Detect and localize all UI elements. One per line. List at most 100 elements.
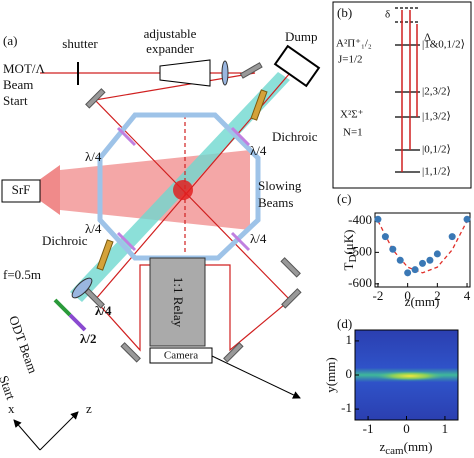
panel-d: (d) y(mm) zcam(mm) [323,316,458,457]
label: λ/4 [250,143,267,158]
label: Start [0,373,19,402]
label: |2,3/2⟩ [422,86,451,98]
waveplate [53,298,72,317]
data-point [396,256,404,264]
label: Start [3,93,28,108]
label: |1,3/2⟩ [422,111,451,123]
plot-frame [374,212,471,288]
x-tick-label: 2 [434,288,441,303]
heatmap-peak [375,371,445,381]
camera-box [149,347,213,364]
panel-c: (c) TD(μK) z(mm) [337,191,439,309]
camera-arrow [211,355,301,399]
slowing-arrow [25,165,60,215]
label: Beams [258,195,293,210]
data-point [411,266,419,274]
mirrors [84,62,302,363]
label: MOT/Λ [3,61,46,76]
label: λ/4 [85,221,102,236]
label: λ/4 [250,231,267,246]
label: ODT Beam [6,314,41,376]
panel-a: (a) SrF 1:1 Relay Camera shutter adjusta… [0,26,321,451]
camera-label: Camera [164,350,198,362]
label: Dichroic [272,129,318,144]
x-label-unit: (mm) [404,439,433,454]
x-tick-label: 1 [442,421,449,436]
label: Δ [424,32,431,44]
panel-label: (d) [337,316,352,331]
label: Slowing [258,178,302,193]
levels [395,7,420,173]
label: A²Π⁺₁/₂ [336,38,372,50]
waveplates [116,126,251,252]
y-tick-label: -600 [348,275,372,290]
data-point [404,269,412,277]
y-tick-label: 1 [346,332,353,347]
data-point [463,215,471,223]
label: shutter [62,36,98,51]
panel-b: (b) δ Δ A²Π⁺₁/₂ J=1/2 |1&0,1/2⟩ X²Σ⁺ N=1… [332,1,472,189]
x-label-main: z [380,439,386,454]
data-point [426,256,434,264]
x-axis-label: zcam(mm) [380,439,433,457]
mot-cloud [173,180,193,200]
x-tick-label: 4 [464,288,471,303]
label: adjustable [144,26,197,41]
axis-arrow [39,411,79,451]
y-label-main: T [341,262,356,270]
y-axis-label: TD(μK) [341,230,359,271]
label: λ/4 [95,303,112,318]
x-label-sub: cam [385,445,404,457]
data-point [374,215,382,223]
panel-label: (b) [337,5,352,20]
relay-label: 1:1 Relay [171,277,186,328]
relay [149,257,206,347]
label: |1,1/2⟩ [422,166,451,178]
srf-label: SrF [12,182,31,197]
x-tick-label: -2 [373,288,384,303]
lens [71,277,93,299]
y-tick-label: -500 [348,243,372,258]
label: z [86,401,92,416]
data-point [389,245,397,253]
label: x [8,401,15,416]
label: N=1 [343,127,363,139]
panel-label: (c) [337,191,351,206]
transitions [401,10,418,172]
y-tick-label: -1 [341,400,352,415]
y-tick-label: 0 [346,366,353,381]
label: Dump [285,29,318,44]
y-axis-label: y(mm) [323,357,338,392]
label: |1&0,1/2⟩ [422,39,465,51]
y-label-unit: (μK) [341,230,356,255]
chamber [97,112,261,261]
label: expander [146,41,194,56]
expander [159,59,211,87]
data-point [381,233,389,241]
label: Dichroic [42,233,88,248]
data-point [448,233,456,241]
lens [221,60,229,86]
dichroic [250,89,268,121]
axis-arrow [13,419,41,451]
fit-line [377,220,468,274]
label: Beam [3,77,33,92]
x-tick-label: 0 [404,288,411,303]
srf-box [1,179,41,203]
label: X²Σ⁺ [340,109,364,121]
y-tick-label: -400 [348,212,372,227]
x-axis-label: z(mm) [405,294,440,309]
x-tick-label: 0 [403,421,410,436]
x-tick-label: -1 [363,421,374,436]
waveplate [68,313,87,332]
y-label-sub: D [347,255,359,263]
data-point [419,259,426,267]
label: J=1/2 [338,54,363,66]
label: f=0.5m [3,267,41,282]
data-point [433,250,441,258]
dichroic [96,239,114,271]
label: δ [385,9,390,21]
panel-label: (a) [3,33,17,48]
label: |0,1/2⟩ [422,144,451,156]
